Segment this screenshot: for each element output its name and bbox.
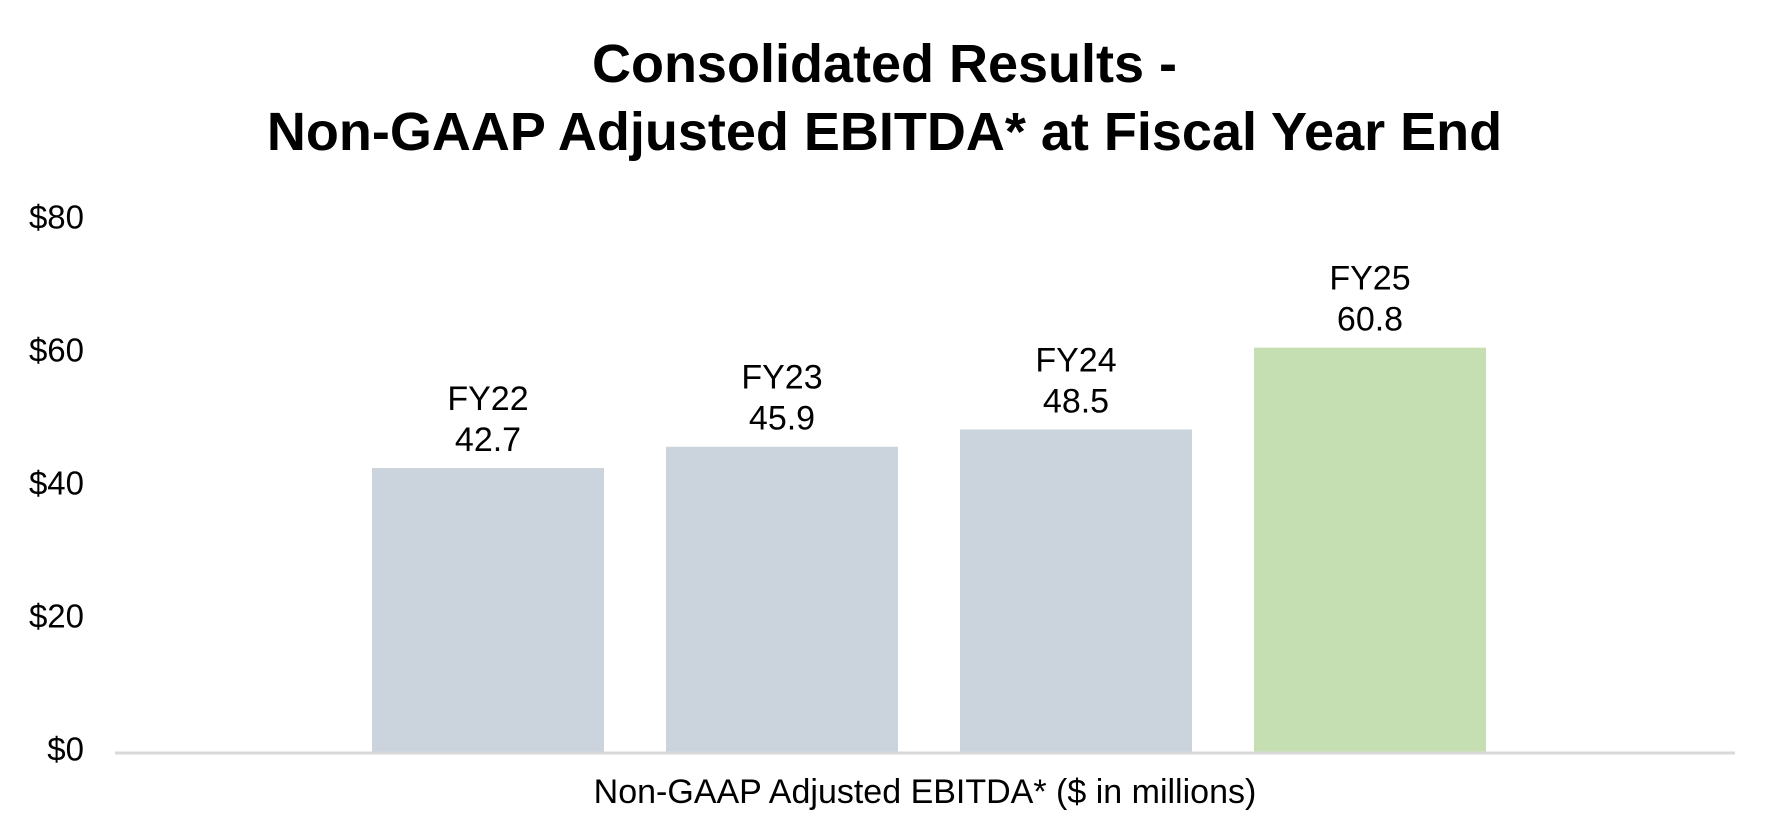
bar-value-label: 60.8 <box>1337 301 1403 339</box>
chart-title-line-2: Non-GAAP Adjusted EBITDA* at Fiscal Year… <box>266 102 1503 162</box>
bar-category-label: FY24 <box>1035 341 1116 379</box>
bar-category-label: FY23 <box>741 359 822 397</box>
bar-fy23 <box>666 446 898 752</box>
bar-category-label: FY25 <box>1329 260 1410 298</box>
bars <box>372 347 1486 752</box>
y-tick-label: $60 <box>29 332 84 369</box>
bar-value-label: 42.7 <box>455 421 521 459</box>
y-axis-tick-labels: $0 $20 $40 $60 $80 <box>29 199 84 768</box>
bar-fy22 <box>372 468 604 752</box>
chart-title: Consolidated Results - Non-GAAP Adjusted… <box>0 30 1769 166</box>
bar-value-label: 48.5 <box>1043 382 1109 420</box>
bar-value-label: 45.9 <box>749 400 815 438</box>
chart-title-line-1: Consolidated Results - <box>591 34 1178 94</box>
x-axis-title: Non-GAAP Adjusted EBITDA* ($ in millions… <box>594 773 1257 811</box>
y-tick-label: $20 <box>29 598 84 635</box>
y-tick-label: $80 <box>29 199 84 236</box>
y-tick-label: $40 <box>29 465 84 502</box>
bar-fy25 <box>1254 347 1486 752</box>
bar-fy24 <box>960 429 1192 752</box>
bar-category-label: FY22 <box>447 380 528 418</box>
y-tick-label: $0 <box>47 731 84 768</box>
